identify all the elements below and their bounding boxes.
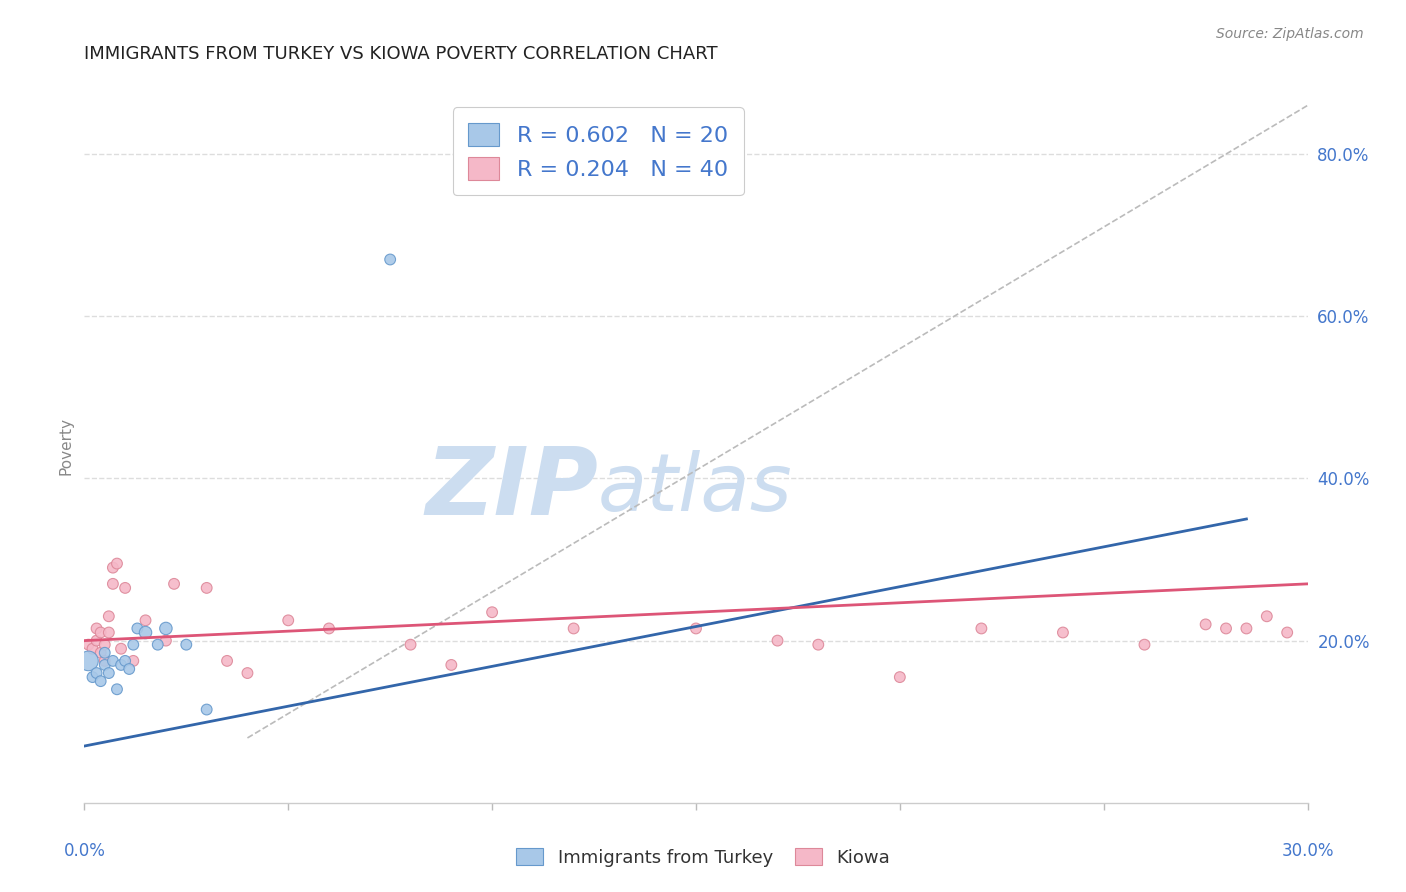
Text: atlas: atlas (598, 450, 793, 528)
Point (685, 622, 707, 636)
Point (127, 622, 149, 636)
Point (105, 682, 128, 697)
Point (101, 654, 124, 668)
Point (122, 654, 145, 668)
Point (1256, 609, 1278, 624)
Point (86, 666, 108, 681)
Point (118, 662, 141, 676)
Point (318, 622, 340, 636)
Point (82, 670, 104, 684)
Point (1236, 622, 1258, 636)
Point (114, 581, 136, 595)
Point (399, 638, 422, 652)
Point (1215, 622, 1237, 636)
Point (90, 674, 112, 689)
Point (97, 666, 120, 681)
Point (122, 638, 145, 652)
Point (97, 625, 120, 640)
Point (217, 654, 239, 668)
Legend: Immigrants from Turkey, Kiowa: Immigrants from Turkey, Kiowa (509, 841, 897, 874)
Point (195, 581, 218, 595)
Legend: R = 0.602   N = 20, R = 0.204   N = 40: R = 0.602 N = 20, R = 0.204 N = 40 (453, 107, 744, 195)
Point (766, 633, 789, 648)
Point (110, 641, 132, 656)
Point (86, 633, 108, 648)
Point (93, 657, 117, 672)
Point (1195, 617, 1218, 632)
Point (481, 605, 503, 619)
Point (236, 666, 259, 681)
Text: IMMIGRANTS FROM TURKEY VS KIOWA POVERTY CORRELATION CHART: IMMIGRANTS FROM TURKEY VS KIOWA POVERTY … (84, 45, 718, 62)
Point (90, 646, 112, 660)
Point (807, 638, 830, 652)
Point (135, 613, 157, 627)
Point (77, 638, 100, 652)
Point (195, 702, 218, 716)
Point (82, 641, 104, 656)
Point (93, 654, 117, 668)
Point (155, 622, 177, 636)
Point (97, 609, 120, 624)
Point (176, 638, 198, 652)
Point (101, 560, 124, 574)
Point (889, 670, 911, 684)
Point (562, 622, 585, 636)
Point (86, 622, 108, 636)
Point (970, 622, 993, 636)
Point (440, 657, 463, 672)
Point (110, 657, 132, 672)
Point (1052, 625, 1074, 640)
Point (93, 646, 117, 660)
Text: 0.0%: 0.0% (63, 842, 105, 860)
Point (380, 252, 402, 267)
Point (135, 625, 157, 640)
Point (1277, 625, 1299, 640)
Point (90, 625, 112, 640)
Point (101, 577, 124, 591)
Point (146, 638, 169, 652)
Point (163, 577, 186, 591)
Text: 30.0%: 30.0% (1281, 842, 1334, 860)
Text: ZIP: ZIP (425, 442, 598, 535)
Point (77, 654, 100, 668)
Text: Source: ZipAtlas.com: Source: ZipAtlas.com (1216, 27, 1364, 41)
Point (155, 633, 177, 648)
Point (93, 638, 117, 652)
Point (1133, 638, 1156, 652)
Point (105, 557, 128, 571)
Y-axis label: Poverty: Poverty (58, 417, 73, 475)
Point (114, 654, 136, 668)
Point (277, 613, 299, 627)
